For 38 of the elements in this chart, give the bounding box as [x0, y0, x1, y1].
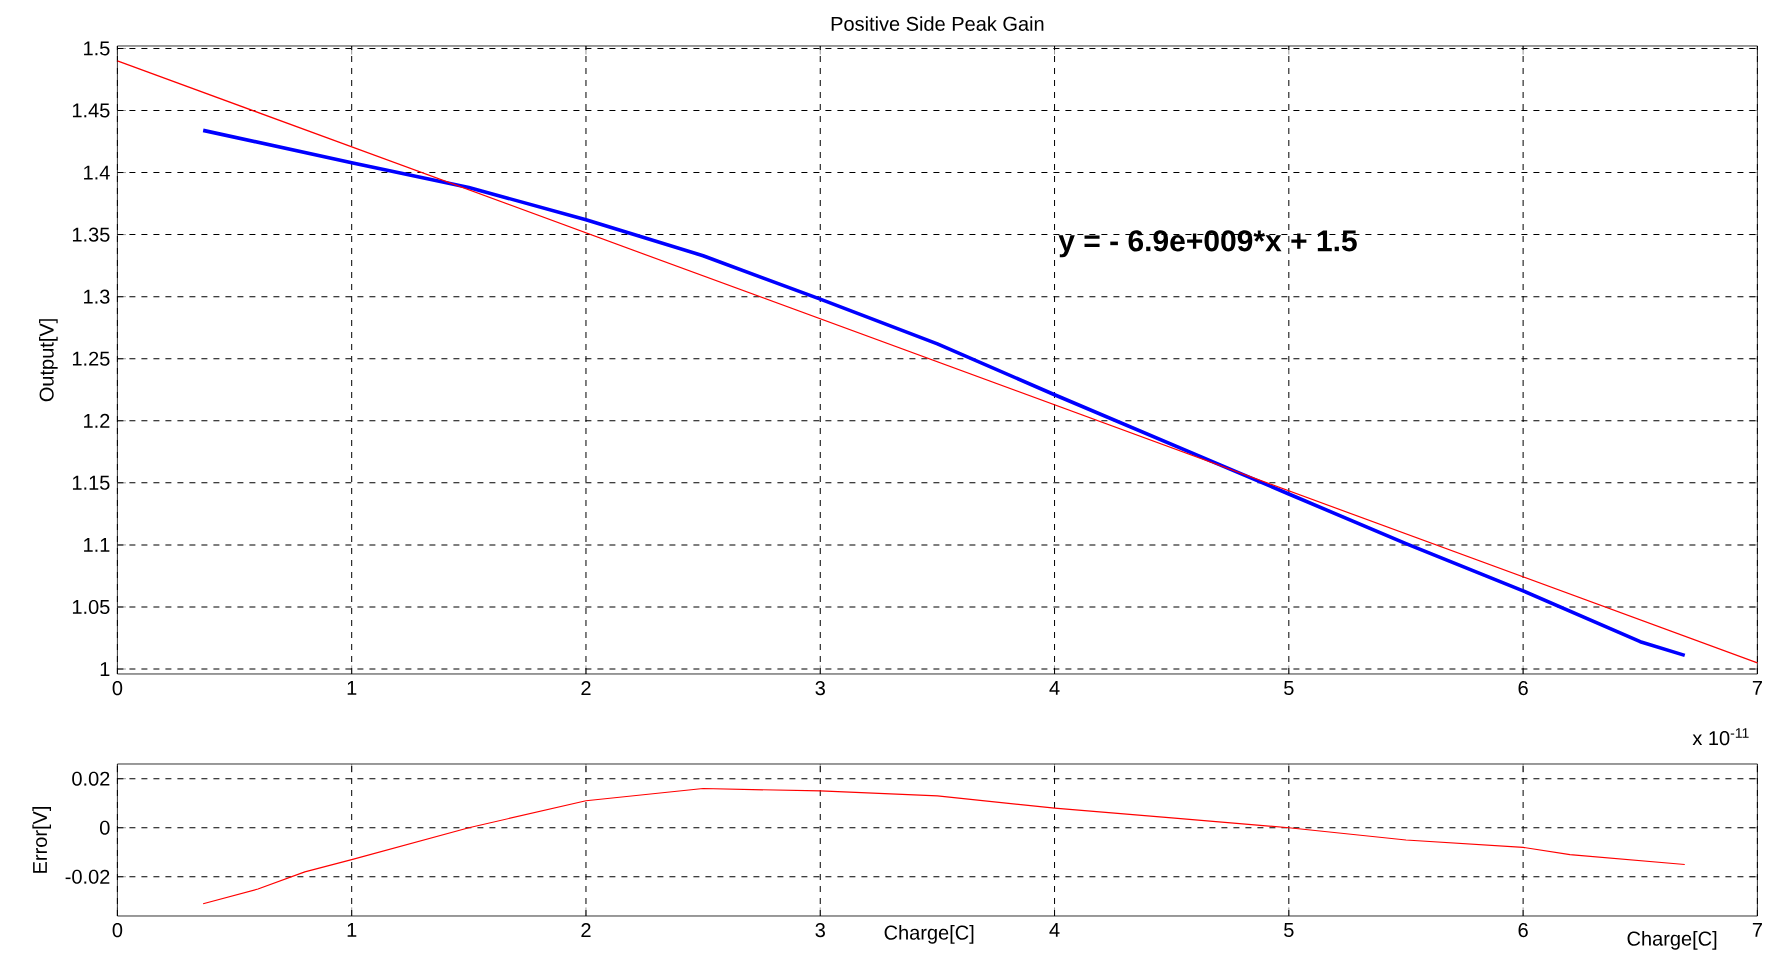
text: Charge[C]	[1627, 931, 1717, 950]
y-axis-title: Error[V]	[32, 806, 52, 873]
x-tick-label: 2	[581, 923, 591, 938]
x-tick-label: 5	[1284, 681, 1294, 695]
x-tick-label: 4	[1049, 923, 1060, 937]
y-tick-label: 1.3	[84, 289, 110, 304]
y-tick-label: 1	[100, 662, 110, 676]
x-tick-label: 6	[1518, 923, 1528, 938]
chart-title: Positive Side Peak Gain	[831, 16, 1044, 31]
y-tick-label: 1.25	[72, 351, 110, 366]
x-axis-title: Charge[C]	[884, 925, 974, 944]
y-tick-label: 1.2	[84, 413, 110, 428]
text: x 10$^{-11}$	[1692, 728, 1749, 746]
x-tick-label: 6	[1518, 681, 1528, 696]
y-tick-label: 1.05	[72, 599, 110, 615]
x-tick-label: 3	[815, 923, 825, 938]
y-tick-label: 0.02	[72, 771, 110, 786]
y-tick-label: 1.1	[84, 538, 110, 552]
x-tick-label: 7	[1752, 681, 1762, 695]
y-tick-label: 1.5	[84, 41, 110, 56]
x-tick-label: 7	[1752, 923, 1762, 937]
y-tick-label: 1.4	[84, 165, 110, 180]
x-tick-label: 4	[1049, 681, 1060, 695]
annotation: y = - 6.9e+009*x + 1.5	[1058, 230, 1357, 258]
y-tick-label: 1.35	[72, 227, 110, 242]
x-tick-label: 2	[581, 681, 591, 696]
y-tick-label: 1.15	[72, 475, 110, 490]
x-tick-label: 1	[347, 681, 357, 695]
x-tick-label: 1	[347, 923, 357, 937]
y-tick-label: 1.45	[72, 103, 110, 118]
x-tick-label: 0	[112, 923, 123, 938]
y-axis-title: Output[V]	[39, 319, 58, 402]
y-tick-label: 0	[100, 820, 110, 835]
x-tick-label: 3	[815, 681, 825, 696]
line-series	[202, 787, 1686, 905]
x-tick-label: 0	[112, 681, 123, 696]
x-tick-label: 5	[1284, 923, 1294, 937]
y-tick-label: -0.02	[65, 869, 110, 884]
